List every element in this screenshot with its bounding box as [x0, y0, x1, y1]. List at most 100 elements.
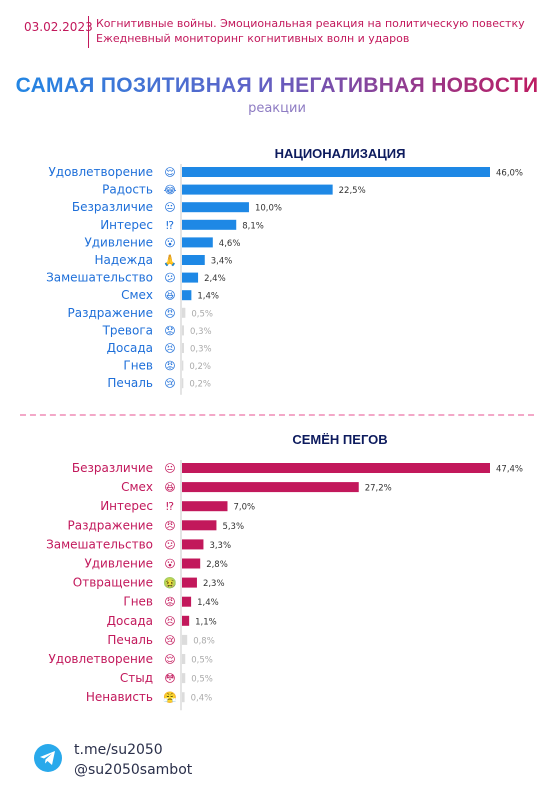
bar [182, 520, 217, 531]
value-label: 0,3% [190, 327, 212, 337]
value-label: 2,8% [206, 560, 228, 570]
bar [182, 378, 184, 389]
value-label: 4,6% [219, 239, 241, 249]
category-label: Смех [121, 288, 153, 302]
frustrated-face-icon: 😣 [164, 615, 175, 628]
value-label: 8,1% [242, 221, 264, 231]
telegram-icon [34, 744, 62, 772]
category-label: Интерес [100, 218, 153, 232]
category-label: Удовлетворение [48, 165, 153, 179]
annoyed-face-icon: 😠 [164, 519, 175, 532]
chart-nationalization: Удовлетворение 😌 46,0% Радость 😂 22,5% Безразл… [46, 164, 523, 395]
sad-face-icon: 😢 [164, 377, 175, 390]
bar [182, 577, 197, 588]
telegram-link[interactable]: t.me/su2050 [74, 742, 163, 758]
interrobang-icon: ⁉ [166, 219, 174, 232]
bar [182, 167, 490, 177]
angry-face-icon: 😡 [164, 596, 175, 609]
chart-2-title: СЕМЁН ПЕГОВ [292, 432, 388, 447]
bar [182, 615, 190, 626]
category-label: Безразличие [72, 200, 153, 214]
category-label: Надежда [94, 253, 153, 267]
interrobang-icon: ⁉ [166, 500, 174, 513]
category-label: Раздражение [68, 518, 153, 532]
praying-hands-icon: 🙏 [163, 254, 177, 267]
category-label: Замешательство [46, 537, 153, 551]
header-line-1: Когнитивные войны. Эмоциональная реакция… [96, 17, 525, 30]
bar [182, 360, 184, 371]
value-label: 0,3% [190, 345, 212, 355]
category-label: Тревога [102, 323, 153, 337]
bar [182, 290, 192, 301]
header-subtitle: Когнитивные войны. Эмоциональная реакция… [96, 16, 525, 46]
value-label: 2,4% [204, 274, 226, 284]
annoyed-face-icon: 😠 [164, 307, 175, 320]
disgusted-face-icon: 🤢 [163, 577, 177, 590]
frustrated-face-icon: 😣 [164, 342, 175, 355]
section-divider [20, 414, 534, 416]
category-label: Удовлетворение [48, 652, 153, 666]
value-label: 3,3% [209, 541, 231, 551]
neutral-face-icon: 😐 [164, 201, 175, 214]
bar [182, 272, 199, 283]
value-label: 0,2% [189, 380, 211, 390]
bar [182, 237, 213, 248]
header-line-2: Ежедневный мониторинг когнитивных волн и… [96, 32, 410, 45]
confused-face-icon: 😕 [164, 272, 175, 285]
sad-face-icon: 😢 [164, 634, 175, 647]
value-label: 0,5% [191, 656, 213, 666]
value-label: 1,1% [195, 617, 217, 627]
category-label: Интерес [100, 499, 153, 513]
surprised-face-icon: 😮 [164, 558, 175, 571]
category-label: Печаль [107, 376, 153, 390]
laughing-face-icon: 😆 [164, 481, 175, 494]
main-subtitle: реакции [248, 101, 306, 116]
value-label: 1,4% [197, 292, 219, 302]
report-date: 03.02.2023 [24, 20, 93, 34]
header-divider [88, 16, 89, 48]
value-label: 7,0% [233, 503, 255, 513]
hateful-face-icon: 😤 [163, 691, 177, 704]
category-label: Досада [107, 614, 153, 628]
bot-link[interactable]: @su2050sambot [74, 762, 193, 778]
value-label: 10,0% [255, 204, 282, 214]
value-label: 5,3% [222, 522, 244, 532]
category-label: Удивление [84, 557, 153, 571]
category-label: Гнев [123, 595, 153, 609]
category-label: Раздражение [68, 306, 153, 320]
value-label: 0,5% [191, 309, 213, 319]
value-label: 22,5% [339, 186, 366, 196]
value-label: 47,4% [496, 465, 523, 475]
category-label: Отвращение [73, 576, 153, 590]
bar [182, 539, 204, 550]
worried-face-icon: 😟 [164, 324, 175, 337]
bar [182, 501, 228, 512]
value-label: 27,2% [365, 484, 392, 494]
bar [182, 202, 249, 213]
category-label: Замешательство [46, 271, 153, 285]
value-label: 0,4% [191, 694, 213, 704]
bar [182, 325, 185, 336]
value-label: 0,2% [189, 362, 211, 372]
bar [182, 343, 185, 353]
bar [182, 255, 205, 265]
bar [182, 307, 186, 318]
neutral-face-icon: 😐 [164, 462, 175, 475]
value-label: 0,8% [193, 636, 215, 646]
bar [182, 482, 359, 493]
confused-face-icon: 😕 [164, 538, 175, 551]
value-label: 1,4% [197, 598, 219, 608]
category-label: Смех [121, 480, 153, 494]
content-face-icon: 😌 [164, 653, 175, 666]
bar [182, 463, 490, 473]
content-face-icon: 😌 [164, 166, 175, 179]
category-label: Радость [102, 183, 153, 197]
value-label: 2,3% [203, 579, 225, 589]
category-label: Печаль [107, 633, 153, 647]
bar [182, 654, 186, 664]
main-title: САМАЯ ПОЗИТИВНАЯ И НЕГАТИВНАЯ НОВОСТИ [0, 74, 554, 98]
chart-1-title: НАЦИОНАЛИЗАЦИЯ [274, 146, 406, 161]
surprised-face-icon: 😮 [164, 236, 175, 249]
bar [182, 673, 186, 684]
category-label: Ненависть [86, 690, 153, 704]
